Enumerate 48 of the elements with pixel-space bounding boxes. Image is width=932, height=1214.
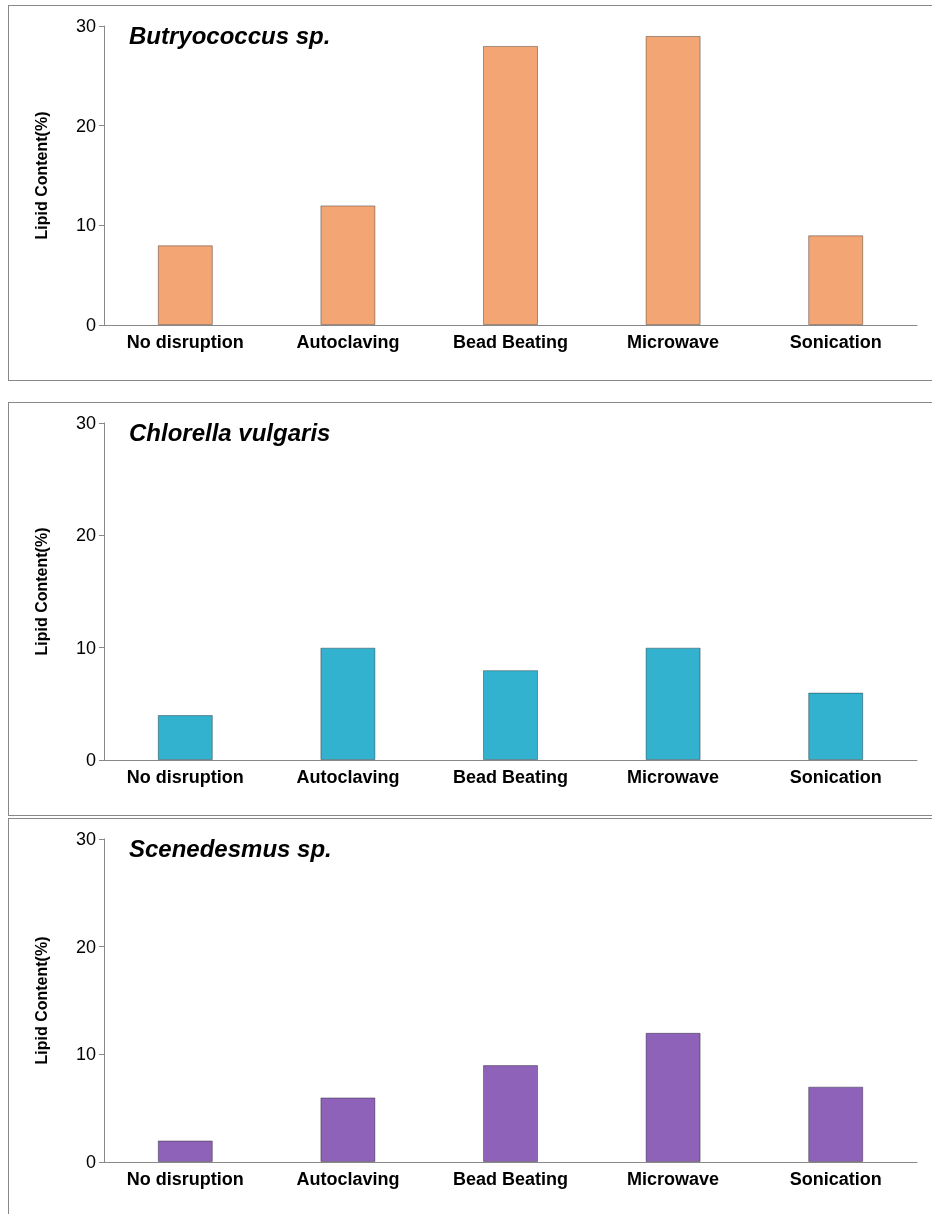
x-tick-label: Bead Beating [452,1169,569,1189]
x-tick-label: Bead Beating [452,332,569,352]
bar [157,245,213,325]
x-tick-label: Bead Beating [452,767,569,787]
x-tick-label: Autoclaving [296,1169,400,1189]
x-tick-label: Autoclaving [296,332,400,352]
x-tick-label: Microwave [627,1169,720,1189]
y-tick-label: 10 [75,637,96,658]
y-tick-label: 0 [85,750,96,770]
x-tick-label: Sonication [789,1169,882,1189]
y-tick-label: 10 [75,1044,96,1065]
bar [157,715,213,760]
y-tick-label: 20 [75,936,96,957]
chart-title: Scenedesmus sp. [129,834,332,862]
y-tick-label: 30 [75,829,96,849]
chart-title: Butryococcus sp. [129,21,331,49]
bar [320,1097,376,1162]
bar [157,1140,213,1162]
y-tick-label: 20 [75,525,96,546]
x-tick-label: Sonication [789,767,882,787]
y-tick-label: 10 [75,215,96,236]
y-axis-title: Lipid Content(%) [32,111,50,240]
x-tick-label: No disruption [126,767,244,787]
y-tick-label: 30 [75,413,96,433]
bar [645,1032,701,1162]
bar [483,670,538,760]
y-axis-title: Lipid Content(%) [32,936,50,1065]
y-tick-label: 0 [85,315,96,335]
x-tick-label: No disruption [126,1169,244,1189]
bar [483,1065,538,1162]
bar [808,1086,864,1162]
chart-title: Chlorella vulgaris [129,418,331,446]
bar [320,647,376,760]
x-tick-label: Autoclaving [296,767,400,787]
bar [645,35,701,325]
y-axis-title: Lipid Content(%) [32,527,50,656]
bar [320,205,376,325]
bar [808,692,864,760]
y-tick-label: 0 [85,1152,96,1172]
y-tick-label: 20 [75,115,96,136]
x-tick-label: Microwave [627,767,720,787]
bar [483,45,538,325]
x-tick-label: Sonication [789,332,882,352]
bar [645,647,701,760]
x-tick-label: Microwave [627,332,720,352]
bar [808,235,864,325]
x-tick-label: No disruption [126,332,244,352]
y-tick-label: 30 [75,16,96,36]
